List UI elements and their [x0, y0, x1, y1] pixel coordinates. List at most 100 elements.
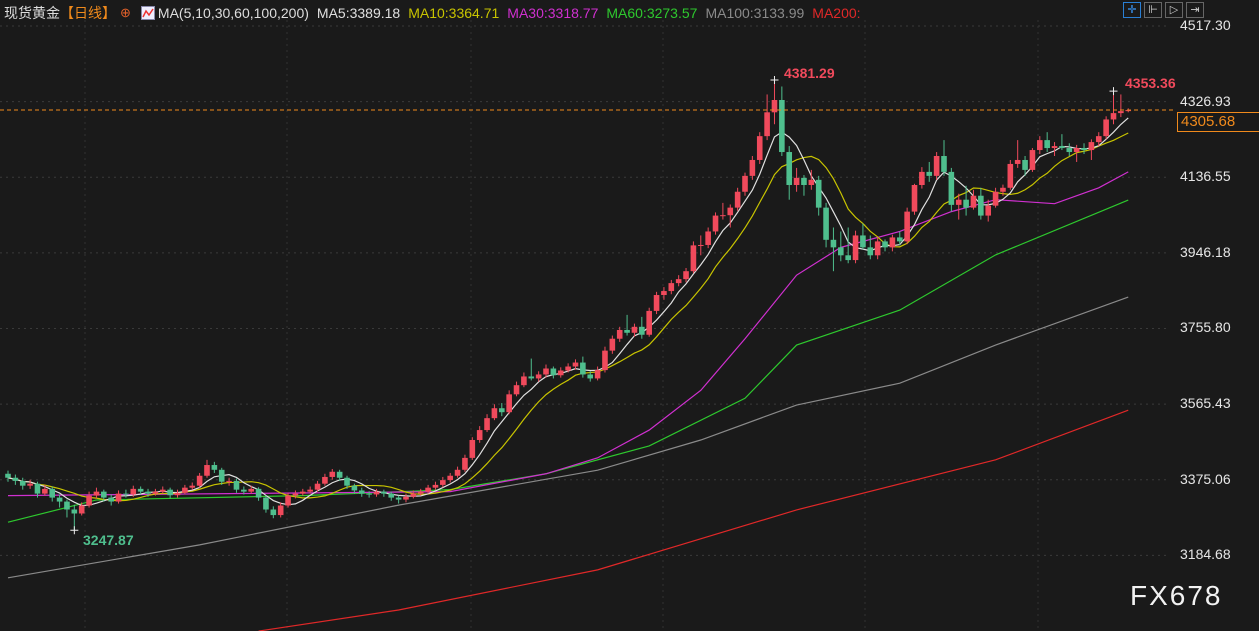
candle-body: [182, 487, 188, 493]
candle-body: [580, 362, 586, 375]
candle-body: [565, 366, 571, 371]
zoom-range-icon[interactable]: ⊩: [1144, 2, 1162, 18]
candle-body: [874, 241, 881, 256]
candle-body: [889, 237, 896, 248]
candle-body: [727, 207, 734, 216]
candle-body: [742, 175, 748, 192]
candle-body: [78, 505, 85, 514]
candle-body: [498, 408, 505, 413]
candle-body: [137, 488, 144, 492]
candle-body: [779, 99, 785, 153]
y-tick-label: 3375.06: [1180, 470, 1231, 487]
candle-body: [204, 465, 210, 476]
crosshair-icon[interactable]: ✛: [1123, 2, 1141, 18]
y-tick-label: 4136.55: [1180, 168, 1231, 185]
recent-high-label: 4353.36: [1125, 75, 1176, 91]
candle-body: [307, 489, 313, 492]
y-tick-label: 4517.30: [1180, 17, 1231, 33]
candle-body: [123, 493, 129, 495]
candle-body: [882, 241, 888, 248]
candle-body: [624, 329, 630, 333]
ma60-line: [7, 199, 1129, 523]
period-label[interactable]: 【日线】: [60, 5, 116, 21]
candle-body: [101, 491, 107, 498]
candle-body: [646, 310, 652, 335]
candle-body: [1103, 119, 1109, 137]
candle-body: [1081, 148, 1087, 151]
candle-body: [823, 207, 829, 240]
candle-body: [484, 418, 490, 431]
add-icon[interactable]: ⊕: [120, 5, 131, 20]
extreme-marker: [1109, 87, 1118, 96]
ma-params[interactable]: MA(5,10,30,60,100,200): [157, 5, 309, 21]
candle-body: [432, 484, 439, 488]
candle-body: [34, 483, 41, 494]
candle-body: [801, 177, 807, 185]
candle-body: [1110, 113, 1117, 120]
ma10-line: [7, 132, 1129, 502]
candle-body: [675, 279, 682, 284]
candle-body: [587, 374, 594, 379]
candle-body: [71, 509, 78, 514]
candle-body: [300, 491, 306, 494]
candle-body: [314, 483, 321, 490]
ma100-line: [7, 296, 1129, 579]
candle-body: [705, 231, 711, 245]
candle-body: [1007, 163, 1014, 188]
candle-body: [1051, 146, 1058, 149]
chart-toolbar: ✛ ⊩ ▷ ⇥: [1123, 2, 1204, 18]
candle-body: [189, 485, 196, 488]
candle-body: [963, 199, 969, 208]
candle-body: [447, 475, 453, 481]
low-label: 3247.87: [83, 532, 134, 548]
candle-body: [211, 465, 218, 470]
candle-body: [1014, 159, 1021, 164]
candle-body: [550, 368, 557, 376]
candle-body: [5, 473, 11, 478]
candle-body: [93, 491, 100, 496]
candle-body: [734, 191, 741, 208]
candle-body: [955, 199, 962, 205]
candle-body: [329, 471, 336, 477]
candle-body: [226, 480, 232, 482]
candle-body: [381, 491, 387, 494]
candle-body: [639, 326, 645, 335]
candle-body: [845, 255, 851, 261]
play-icon[interactable]: ▷: [1165, 2, 1183, 18]
candle-body: [1044, 140, 1050, 149]
extreme-marker: [70, 526, 79, 535]
candle-body: [904, 211, 910, 242]
candle-body: [513, 385, 520, 395]
high-label: 4381.29: [784, 65, 835, 81]
candle-body: [764, 112, 770, 137]
candle-body: [543, 368, 549, 375]
candle-body: [1088, 142, 1095, 151]
candle-body: [292, 493, 299, 496]
candle-body: [919, 171, 925, 185]
candle-body: [336, 471, 343, 478]
candle-body: [661, 291, 667, 296]
exit-icon[interactable]: ⇥: [1186, 2, 1204, 18]
ma30-value: MA30:3318.77: [507, 5, 599, 21]
candle-body: [270, 509, 277, 516]
candle-body: [403, 496, 409, 500]
candle-body: [159, 489, 166, 492]
candle-body: [786, 152, 793, 185]
candle-body: [1000, 187, 1006, 192]
candle-body: [572, 362, 579, 367]
symbol-name: 现货黄金: [4, 5, 60, 21]
candle-body: [978, 195, 984, 216]
candle-body: [793, 177, 800, 185]
candle-body: [1073, 148, 1080, 153]
candle-body: [609, 338, 616, 351]
candle-body: [771, 99, 778, 113]
candle-body: [12, 477, 19, 481]
ma10-value: MA10:3364.71: [408, 5, 500, 21]
indicator-icon[interactable]: [140, 6, 155, 20]
candle-body: [115, 493, 122, 502]
candle-body: [852, 235, 859, 261]
candle-body: [454, 469, 461, 476]
extreme-marker: [770, 76, 779, 85]
candle-body: [690, 245, 697, 272]
